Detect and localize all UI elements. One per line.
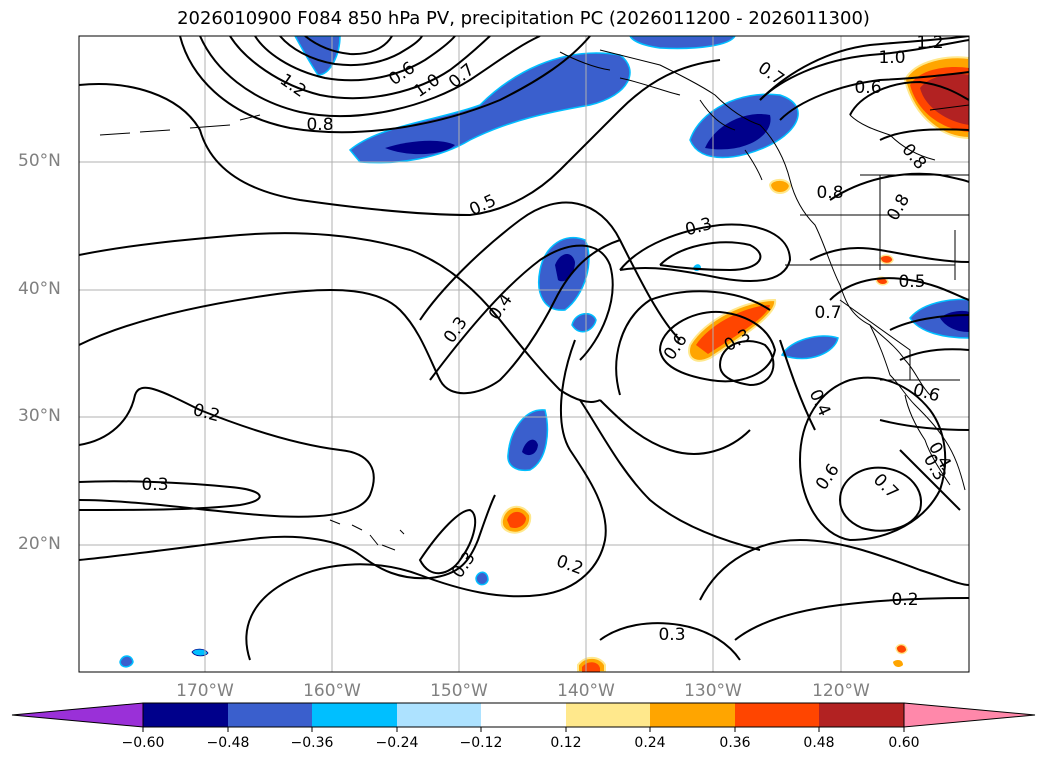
contour-label: 0.8: [306, 115, 333, 135]
colorbar-tick-label: −0.24: [375, 735, 419, 751]
contour-label: 0.2: [891, 590, 918, 610]
pv-contours: [79, 36, 969, 661]
colorbar-tick-label: 0.48: [803, 735, 835, 751]
contour-label: 0.3: [658, 625, 685, 645]
colorbar-tick-label: −0.48: [206, 735, 250, 751]
contour-label: 1.0: [878, 48, 905, 68]
lon-label-170w: 170°W: [176, 681, 234, 701]
colorbar-segment: [650, 703, 735, 727]
colorbar-tick-label: 0.12: [550, 735, 582, 751]
map-title: 2026010900 F084 850 hPa PV, precipitatio…: [177, 8, 870, 29]
colorbar-segment: [397, 703, 481, 727]
map-frame: [78, 35, 970, 673]
lat-label-50n: 50°N: [18, 151, 61, 171]
colorbar-segment: [819, 703, 904, 727]
colorbar-segment: [228, 703, 312, 727]
contour-label: 1.2: [916, 33, 943, 53]
contour-label: 0.3: [141, 475, 168, 495]
lon-label-150w: 150°W: [430, 681, 488, 701]
colorbar-tick-label: −0.60: [121, 735, 165, 751]
colorbar: [11, 702, 1036, 732]
colorbar-max-extend: [903, 702, 1036, 728]
colorbar-segment: [312, 703, 397, 727]
colorbar-segment: [481, 703, 566, 727]
colorbar-segment: [566, 703, 650, 727]
precip-positive-areas: [500, 56, 969, 672]
lon-label-120w: 120°W: [812, 681, 870, 701]
gridlines: [79, 36, 969, 672]
lon-label-130w: 130°W: [684, 681, 742, 701]
lat-label-20n: 20°N: [18, 534, 61, 554]
colorbar-tick-label: 0.24: [634, 735, 666, 751]
coastlines: [99, 49, 969, 551]
colorbar-tick-label: 0.36: [719, 735, 751, 751]
lat-label-40n: 40°N: [18, 279, 61, 299]
lon-label-160w: 160°W: [303, 681, 361, 701]
colorbar-segment: [143, 703, 228, 727]
contour-label: 0.8: [816, 183, 843, 203]
colorbar-tick-label: −0.36: [290, 735, 334, 751]
colorbar-tick-label: −0.12: [459, 735, 503, 751]
contour-label: 0.6: [854, 78, 881, 98]
contour-label: 0.5: [898, 272, 925, 292]
colorbar-segment: [735, 703, 819, 727]
contour-label: 0.7: [814, 303, 841, 323]
lat-label-30n: 30°N: [18, 406, 61, 426]
lon-label-140w: 140°W: [557, 681, 615, 701]
colorbar-min-extend: [11, 702, 144, 728]
colorbar-tick-label: 0.60: [888, 735, 920, 751]
